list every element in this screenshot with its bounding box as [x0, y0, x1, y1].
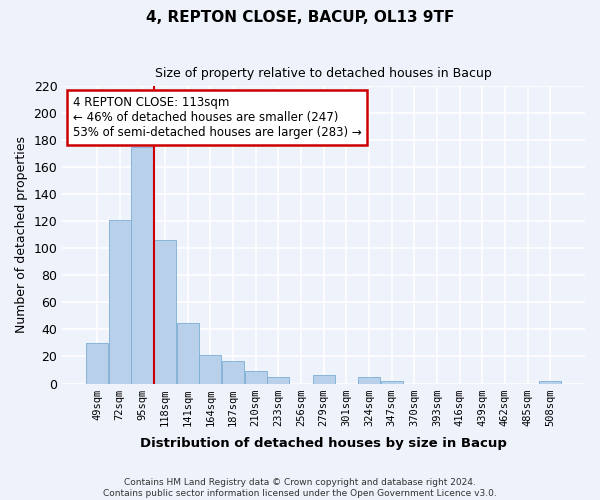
Bar [539, 381, 561, 384]
Title: Size of property relative to detached houses in Bacup: Size of property relative to detached ho… [155, 68, 492, 80]
Text: Contains HM Land Registry data © Crown copyright and database right 2024.
Contai: Contains HM Land Registry data © Crown c… [103, 478, 497, 498]
X-axis label: Distribution of detached houses by size in Bacup: Distribution of detached houses by size … [140, 437, 507, 450]
Bar [245, 372, 266, 384]
Bar [86, 343, 108, 384]
Bar [109, 220, 131, 384]
Y-axis label: Number of detached properties: Number of detached properties [15, 136, 28, 333]
Bar [313, 376, 335, 384]
Bar [154, 240, 176, 384]
Bar [380, 381, 403, 384]
Text: 4, REPTON CLOSE, BACUP, OL13 9TF: 4, REPTON CLOSE, BACUP, OL13 9TF [146, 10, 454, 25]
Bar [131, 146, 154, 384]
Bar [358, 377, 380, 384]
Text: 4 REPTON CLOSE: 113sqm
← 46% of detached houses are smaller (247)
53% of semi-de: 4 REPTON CLOSE: 113sqm ← 46% of detached… [73, 96, 361, 140]
Bar [268, 377, 289, 384]
Bar [199, 355, 221, 384]
Bar [176, 322, 199, 384]
Bar [222, 360, 244, 384]
